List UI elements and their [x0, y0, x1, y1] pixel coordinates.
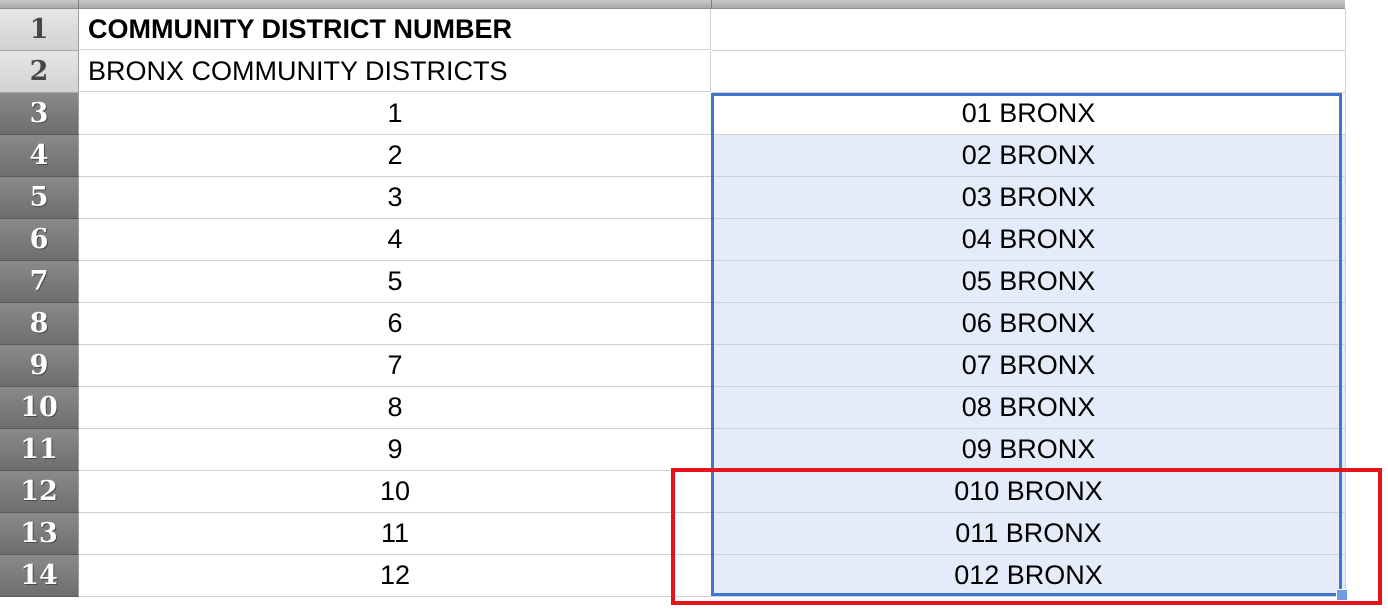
spreadsheet-row: 11 9 09 BRONX [0, 429, 1346, 471]
cell-column-a[interactable]: 8 [79, 387, 712, 429]
cell-column-b[interactable]: 05 BRONX [712, 261, 1346, 303]
cell-column-b[interactable]: 03 BRONX [712, 177, 1346, 219]
cell-column-a[interactable]: 3 [79, 177, 712, 219]
row-header[interactable]: 5 [0, 177, 79, 219]
spreadsheet-row: 5 3 03 BRONX [0, 177, 1346, 219]
row-header[interactable]: 9 [0, 345, 79, 387]
cell-column-b[interactable]: 06 BRONX [712, 303, 1346, 345]
cell-column-a[interactable]: 5 [79, 261, 712, 303]
cell-column-a[interactable]: 7 [79, 345, 712, 387]
cell-column-b[interactable]: 011 BRONX [712, 513, 1346, 555]
spreadsheet-row: 2 BRONX COMMUNITY DISTRICTS [0, 51, 1346, 93]
cell-column-a[interactable]: 1 [79, 93, 712, 135]
row-header[interactable]: 12 [0, 471, 79, 513]
row-header[interactable]: 7 [0, 261, 79, 303]
column-header-divider[interactable] [711, 0, 712, 8]
spreadsheet-row: 4 2 02 BRONX [0, 135, 1346, 177]
column-header-bar[interactable] [0, 0, 1345, 9]
cell-column-a[interactable]: 4 [79, 219, 712, 261]
spreadsheet-row: 12 10 010 BRONX [0, 471, 1346, 513]
cell-column-b[interactable]: 01 BRONX [712, 93, 1346, 135]
cell-column-a[interactable]: 6 [79, 303, 712, 345]
spreadsheet-row: 3 1 01 BRONX [0, 93, 1346, 135]
row-header[interactable]: 13 [0, 513, 79, 555]
cell-column-a[interactable]: 11 [79, 513, 712, 555]
cell-column-b[interactable] [712, 9, 1346, 51]
cell-column-b[interactable]: 04 BRONX [712, 219, 1346, 261]
spreadsheet-row: 14 12 012 BRONX [0, 555, 1346, 597]
cell-column-a[interactable]: COMMUNITY DISTRICT NUMBER [79, 9, 711, 50]
spreadsheet-row: 8 6 06 BRONX [0, 303, 1346, 345]
cell-column-a[interactable]: 12 [79, 555, 712, 597]
fill-handle[interactable] [1336, 589, 1348, 601]
spreadsheet-row: 13 11 011 BRONX [0, 513, 1346, 555]
column-header-divider[interactable] [78, 0, 79, 8]
row-header[interactable]: 14 [0, 555, 79, 597]
row-header[interactable]: 4 [0, 135, 79, 177]
spreadsheet-row: 1 COMMUNITY DISTRICT NUMBER [0, 9, 1346, 51]
row-header[interactable]: 2 [0, 51, 79, 93]
row-header[interactable]: 10 [0, 387, 79, 429]
cell-column-b[interactable]: 09 BRONX [712, 429, 1346, 471]
cell-column-b[interactable]: 08 BRONX [712, 387, 1346, 429]
cell-column-a[interactable]: 9 [79, 429, 712, 471]
cell-column-a[interactable]: 2 [79, 135, 712, 177]
spreadsheet-row: 9 7 07 BRONX [0, 345, 1346, 387]
row-header[interactable]: 3 [0, 93, 79, 135]
cell-column-b[interactable]: 010 BRONX [712, 471, 1346, 513]
spreadsheet-row: 7 5 05 BRONX [0, 261, 1346, 303]
cell-column-b[interactable]: 012 BRONX [712, 555, 1346, 597]
row-header[interactable]: 1 [0, 9, 79, 51]
cell-column-a[interactable]: 10 [79, 471, 712, 513]
row-header[interactable]: 6 [0, 219, 79, 261]
row-header[interactable]: 11 [0, 429, 79, 471]
cell-column-b[interactable]: 07 BRONX [712, 345, 1346, 387]
cell-column-b[interactable]: 02 BRONX [712, 135, 1346, 177]
spreadsheet-row: 6 4 04 BRONX [0, 219, 1346, 261]
row-header[interactable]: 8 [0, 303, 79, 345]
spreadsheet-row: 10 8 08 BRONX [0, 387, 1346, 429]
cell-column-b[interactable] [712, 51, 1346, 93]
cell-column-a[interactable]: BRONX COMMUNITY DISTRICTS [79, 51, 711, 92]
